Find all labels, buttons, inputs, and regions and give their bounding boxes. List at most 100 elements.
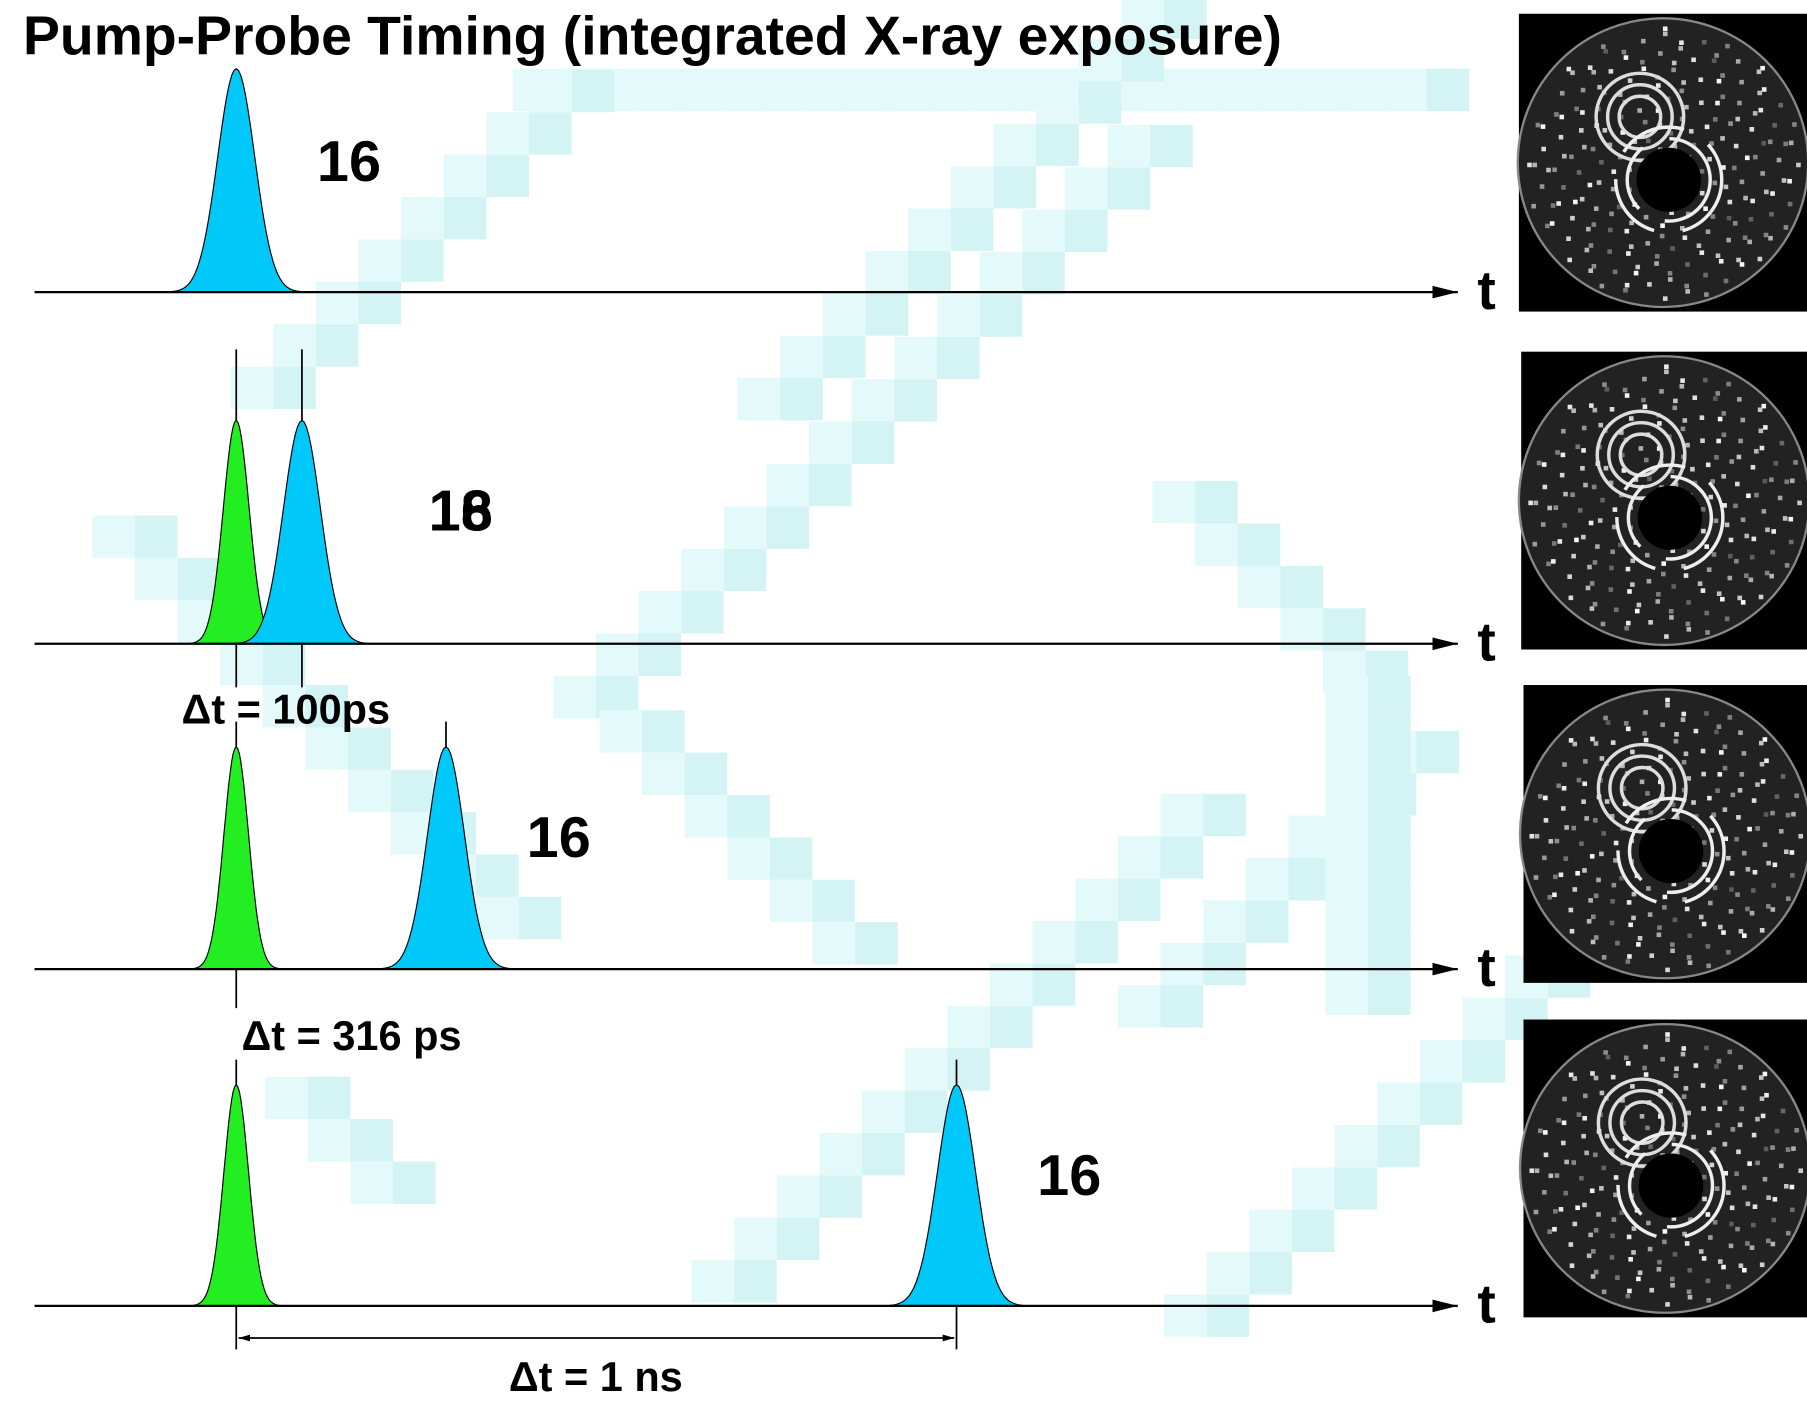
speckle [1785,1230,1791,1236]
speckle [1740,600,1746,605]
speckle [1601,1165,1607,1171]
bg-cell [1152,481,1196,524]
speckle [1647,912,1653,917]
speckle [1621,786,1626,791]
speckle [1625,566,1631,572]
speckle [1680,225,1685,231]
bg-cell [1426,68,1470,112]
speckle [1717,1259,1723,1264]
speckle [1727,575,1733,581]
speckle [1640,59,1645,65]
speckle [1758,107,1764,113]
speckle [1589,606,1595,611]
bg-cell [358,281,402,325]
speckle [1735,59,1741,64]
bg-cell [727,837,770,880]
speckle [1561,785,1567,791]
speckle [1602,382,1607,387]
speckle [1765,1238,1771,1244]
speckle [1714,53,1719,58]
speckle [1634,810,1640,816]
speckle [1546,167,1551,173]
speckle [1691,1134,1696,1140]
speckle [1659,233,1665,239]
bg-cell [1206,1252,1250,1295]
speckle [1623,55,1629,60]
speckle [1670,548,1676,553]
speckle [1566,236,1571,242]
speckle [1769,573,1774,579]
speckle [1582,868,1587,873]
speckle [1561,428,1566,434]
speckle [1587,564,1592,570]
speckle [1621,49,1627,55]
speckle [1664,364,1669,369]
speckle [1722,744,1728,750]
bg-cell [1078,81,1122,124]
speckle [1728,1243,1734,1249]
speckle [1646,886,1651,891]
speckle [1554,838,1560,844]
speckle [1672,405,1678,411]
speckle [1769,477,1774,483]
speckle [1670,1276,1675,1282]
speckle [1569,928,1575,934]
speckle [1613,840,1619,846]
speckle [1604,386,1610,392]
speckle [1671,881,1677,887]
speckle [1685,442,1690,448]
axis-label: t [1477,936,1495,998]
speckle [1760,779,1766,784]
speckle [1641,397,1646,403]
speckle [1759,928,1765,933]
speckle [1688,1217,1693,1222]
speckle [1703,206,1708,211]
bg-cell [348,727,391,770]
speckle [1642,119,1648,125]
speckle [1679,88,1685,94]
speckle [1648,809,1653,815]
bg-cell [475,854,519,897]
speckle [1631,915,1636,921]
speckle [1593,741,1599,746]
speckle [1784,563,1790,568]
speckle [1643,710,1648,715]
speckle [1593,1269,1599,1275]
speckle [1674,1150,1680,1155]
speckle [1765,527,1770,533]
speckle [1563,856,1569,861]
bg-cell [904,1090,948,1133]
speckle [1672,1252,1678,1257]
speckle [1789,850,1795,855]
speckle [1583,1093,1588,1099]
speckle [1578,128,1584,133]
speckle [1562,523,1567,528]
speckle [1667,271,1673,276]
speckle [1761,140,1767,146]
speckle [1625,726,1631,732]
speckle [1714,851,1720,857]
speckle [1681,1094,1687,1099]
speckle [1585,585,1591,591]
speckle [1563,1190,1569,1196]
speckle [1763,232,1769,238]
speckle [1705,944,1711,949]
speckle [1750,464,1756,470]
speckle [1609,920,1615,926]
bg-cell [803,68,846,112]
speckle [1783,849,1789,855]
bg-cell [1237,565,1281,609]
speckle [1710,214,1716,219]
speckle [1787,178,1792,184]
speckle [1725,43,1730,49]
speckle [1581,448,1586,453]
speckle [1737,100,1742,106]
speckle [1678,46,1683,51]
pulse [189,1083,283,1307]
speckle [1711,58,1717,64]
speckle [1780,1108,1786,1114]
speckle [1630,1084,1635,1089]
bg-cell [262,642,306,686]
speckle [1684,906,1690,912]
